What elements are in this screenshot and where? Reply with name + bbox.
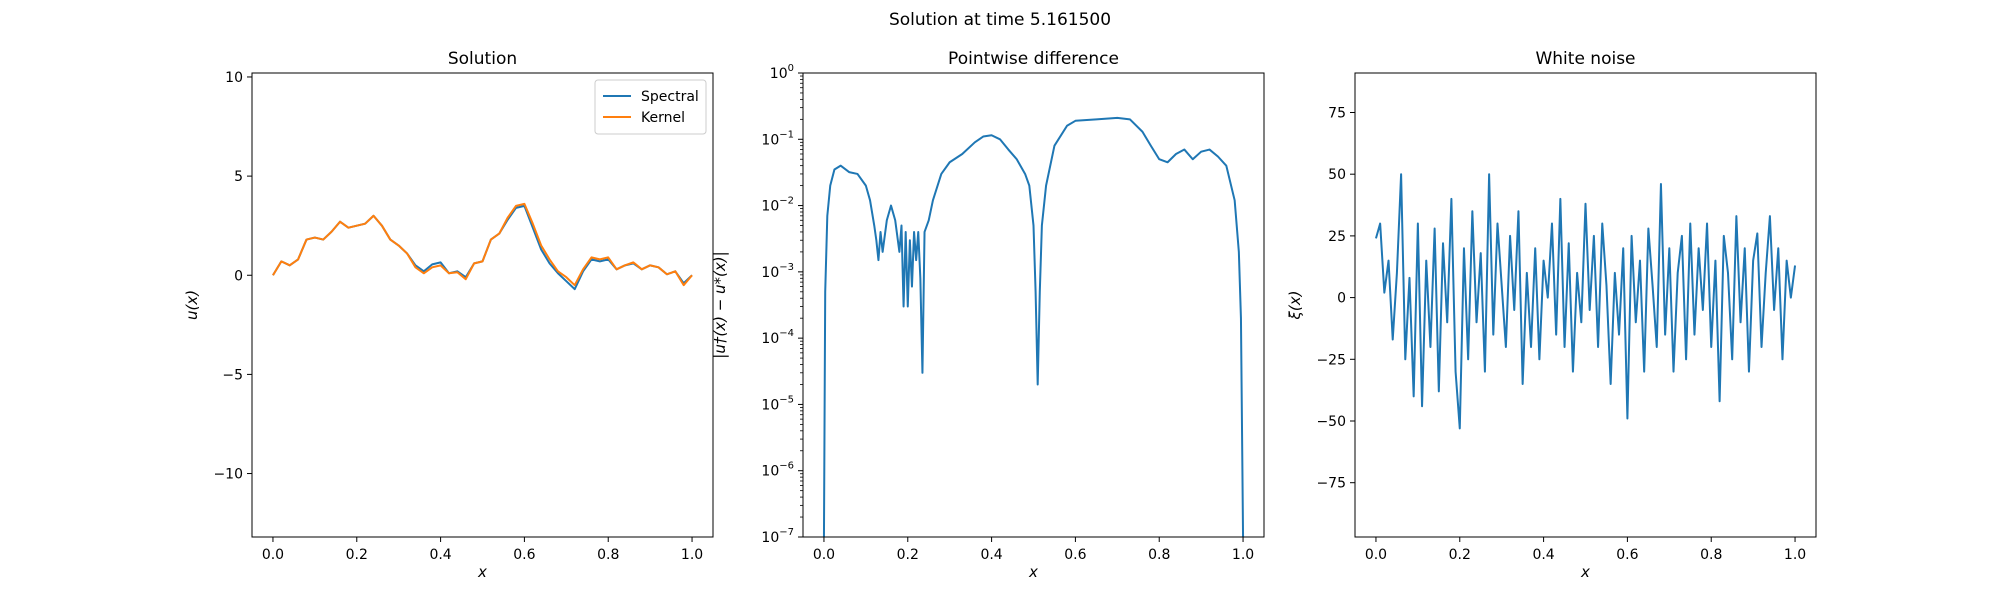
y-tick-label: 10−4 — [761, 328, 794, 347]
y-tick-label: 10−6 — [761, 461, 794, 480]
x-tick-label: 0.6 — [1064, 547, 1086, 563]
y-tick-label: 50 — [1328, 167, 1346, 183]
x-tick-label: 0.2 — [897, 547, 919, 563]
y-axis-label: u(x) — [183, 290, 201, 320]
legend: Spectral Kernel — [594, 79, 707, 135]
y-tick-label: −25 — [1316, 352, 1346, 368]
x-tick-label: 0.0 — [262, 547, 284, 563]
subplot-title: White noise — [1535, 49, 1635, 69]
x-axis-label: x — [1580, 563, 1590, 581]
subplots: 0.0 0.2 0.4 0.6 0.8 1.0−10−50510Solutionxu(x)… — [183, 49, 1817, 581]
y-tick-label: 0 — [1337, 291, 1346, 307]
y-tick-label: 10−2 — [761, 196, 794, 215]
x-tick-label: 0.6 — [513, 547, 535, 563]
x-tick-label: 0.6 — [1616, 547, 1638, 563]
subplot-1: 0.0 0.2 0.4 0.6 0.8 1.0 −10 −5 0 5 10 Solution x u(x)… — [183, 49, 714, 581]
subplot-title: Pointwise difference — [948, 49, 1119, 69]
y-tick-label: 10−7 — [761, 527, 794, 546]
series-line-1 — [1374, 173, 1797, 430]
axes-frame — [251, 72, 714, 538]
subplot-2: 0.0 0.2 0.4 0.6 0.8 1.0 10−7 10−6 10−5 10−4 10−3 10… — [711, 49, 1265, 581]
legend-label-kernel: Kernel — [641, 110, 685, 126]
series-line-kernel — [272, 202, 693, 287]
axes-frame — [802, 72, 1265, 538]
y-tick-label: 10−1 — [761, 129, 794, 148]
x-axis-label: x — [1028, 563, 1038, 581]
legend-box — [594, 79, 707, 135]
x-tick-label: 1.0 — [681, 547, 703, 563]
y-tick-label: 75 — [1328, 105, 1346, 121]
x-tick-label: 0.0 — [813, 547, 835, 563]
y-tick-label: 10 — [225, 70, 243, 86]
x-tick-label: 1.0 — [1232, 547, 1254, 563]
x-tick-label: 0.8 — [1700, 547, 1722, 563]
y-tick-label: 10−5 — [761, 394, 794, 413]
x-tick-label: 0.8 — [597, 547, 619, 563]
x-tick-label: 0.8 — [1148, 547, 1170, 563]
x-axis-label: x — [477, 563, 487, 581]
y-tick-label: −75 — [1316, 476, 1346, 492]
axes-frame — [1354, 72, 1817, 538]
series-line-1 — [822, 116, 1245, 537]
y-axis-label: |u†(x) − u*(x)| — [711, 251, 729, 358]
y-tick-label: −10 — [213, 467, 243, 483]
y-tick-label: 0 — [234, 268, 243, 284]
y-tick-label: −50 — [1316, 414, 1346, 430]
y-tick-label: −5 — [222, 367, 243, 383]
subplot-3: 0.0 0.2 0.4 0.6 0.8 1.0 −75 −50 −25 0 25 50 75 White … — [1286, 49, 1817, 581]
x-tick-label: 1.0 — [1784, 547, 1806, 563]
y-tick-label: 5 — [234, 169, 243, 185]
y-axis-label: ξ(x) — [1286, 291, 1304, 321]
x-tick-label: 0.4 — [1532, 547, 1554, 563]
y-tick-label: 100 — [770, 63, 794, 82]
y-tick-label: 25 — [1328, 229, 1346, 245]
figure-suptitle: Solution at time 5.161500 — [889, 10, 1111, 30]
x-tick-label: 0.2 — [346, 547, 368, 563]
subplot-title: Solution — [448, 49, 517, 69]
legend-label-spectral: Spectral — [641, 89, 699, 105]
x-tick-label: 0.0 — [1365, 547, 1387, 563]
y-tick-label: 10−3 — [761, 262, 794, 281]
x-tick-label: 0.2 — [1449, 547, 1471, 563]
x-tick-label: 0.4 — [980, 547, 1002, 563]
x-tick-label: 0.4 — [429, 547, 451, 563]
